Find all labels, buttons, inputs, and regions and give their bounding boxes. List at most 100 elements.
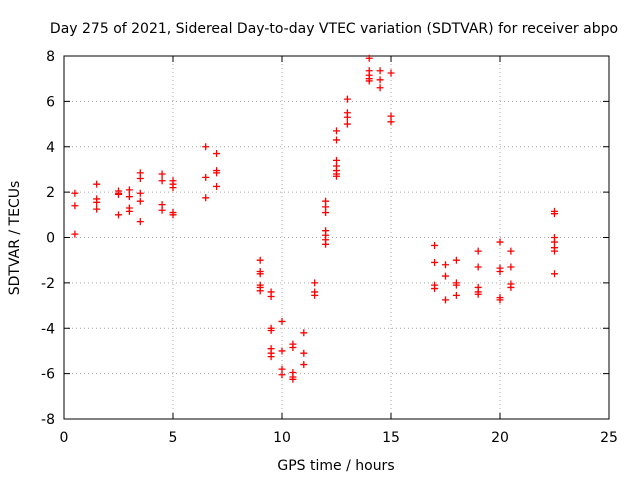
- y-tick-label: 8: [46, 49, 55, 65]
- data-point: [93, 205, 101, 213]
- data-point: [474, 263, 482, 271]
- data-point: [442, 261, 449, 269]
- data-point: [551, 210, 558, 218]
- data-point: [322, 209, 330, 217]
- axis-ticks: 0 5 10 15 20 25 -8 -6 -4 -2 0 2 4 6 8: [41, 49, 618, 446]
- data-point: [202, 194, 210, 202]
- data-point: [300, 329, 308, 337]
- data-point: [452, 256, 460, 264]
- x-tick-label: 0: [60, 430, 69, 446]
- data-point: [158, 177, 166, 185]
- data-point: [278, 317, 286, 325]
- data-point: [452, 291, 460, 299]
- data-point: [202, 173, 210, 181]
- data-point: [311, 279, 319, 287]
- data-point: [136, 175, 144, 183]
- data-point: [93, 180, 101, 188]
- data-point: [115, 211, 122, 219]
- data-point: [376, 84, 384, 92]
- data-point: [551, 270, 558, 278]
- data-point: [551, 247, 558, 255]
- data-point: [300, 349, 308, 357]
- data-point: [256, 287, 264, 295]
- data-point: [365, 54, 373, 62]
- y-tick-label: -2: [41, 276, 55, 292]
- data-point: [496, 296, 504, 304]
- x-tick-label: 20: [491, 430, 509, 446]
- data-point: [343, 113, 351, 121]
- data-point: [496, 238, 504, 246]
- data-point: [343, 95, 351, 103]
- data-point: [365, 77, 373, 85]
- data-point: [376, 67, 384, 75]
- grid: [64, 56, 609, 419]
- y-tick-label: 6: [46, 94, 55, 110]
- data-point: [333, 136, 340, 144]
- data-point: [343, 120, 351, 128]
- data-point: [136, 189, 144, 197]
- data-point: [202, 143, 210, 151]
- data-point: [442, 272, 449, 280]
- data-point: [213, 169, 221, 177]
- data-point: [93, 198, 101, 206]
- y-tick-label: -8: [41, 412, 55, 428]
- data-point: [158, 170, 166, 178]
- data-point: [267, 327, 275, 335]
- data-point: [256, 270, 264, 278]
- y-tick-label: 2: [46, 185, 55, 201]
- data-point: [300, 361, 308, 369]
- data-point: [71, 202, 79, 210]
- data-point: [452, 281, 460, 289]
- data-point: [431, 241, 439, 249]
- data-point: [278, 347, 286, 355]
- data-point: [125, 207, 133, 215]
- data-point: [267, 292, 275, 300]
- data-point: [507, 263, 515, 271]
- data-point: [136, 197, 144, 205]
- data-point: [431, 285, 439, 293]
- x-tick-label: 25: [600, 430, 618, 446]
- data-point: [333, 172, 340, 180]
- data-point: [213, 150, 221, 158]
- data-point: [474, 247, 482, 255]
- data-point: [431, 258, 439, 266]
- data-point: [387, 69, 395, 77]
- data-point: [278, 371, 286, 379]
- data-point: [474, 290, 482, 298]
- data-point: [289, 344, 297, 352]
- x-tick-label: 5: [169, 430, 178, 446]
- data-point: [71, 230, 79, 238]
- data-point: [158, 206, 166, 214]
- data-point: [213, 182, 221, 190]
- data-point: [507, 247, 515, 255]
- y-tick-label: -4: [41, 321, 55, 337]
- data-point: [136, 218, 144, 226]
- data-point: [125, 193, 133, 201]
- chart-title: Day 275 of 2021, Sidereal Day-to-day VTE…: [50, 21, 618, 37]
- data-point: [289, 375, 297, 383]
- data-point: [115, 190, 122, 198]
- x-tick-label: 10: [273, 430, 291, 446]
- data-point: [333, 127, 340, 135]
- data-point: [267, 353, 275, 361]
- data-point: [322, 240, 330, 248]
- data-points: [71, 54, 558, 383]
- data-point: [387, 118, 395, 126]
- y-tick-label: 0: [46, 231, 55, 247]
- x-axis-label: GPS time / hours: [277, 458, 394, 474]
- data-point: [311, 291, 319, 299]
- data-point: [507, 283, 515, 291]
- data-point: [496, 268, 504, 276]
- data-point: [71, 189, 79, 197]
- data-point: [442, 296, 449, 304]
- x-tick-label: 15: [382, 430, 400, 446]
- y-axis-label: SDTVAR / TECUs: [7, 181, 23, 296]
- data-point: [169, 184, 177, 192]
- data-point: [256, 256, 264, 264]
- data-point: [376, 76, 384, 84]
- y-tick-label: 4: [46, 140, 55, 156]
- y-tick-label: -6: [41, 367, 55, 383]
- data-point: [169, 211, 177, 219]
- data-point: [125, 186, 133, 194]
